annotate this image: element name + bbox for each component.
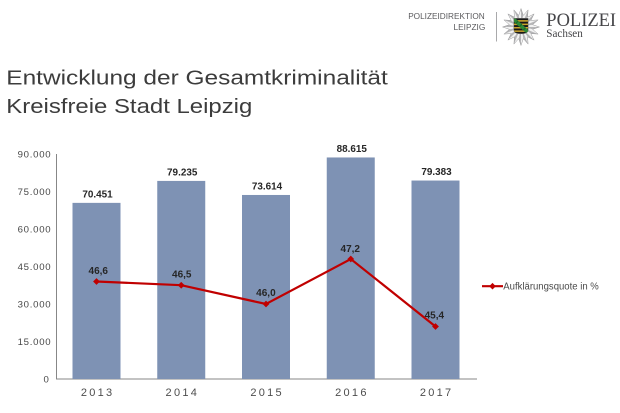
- svg-text:Entwicklung der Gesamtkriminal: Entwicklung der Gesamtkriminalität: [6, 68, 388, 90]
- svg-text:2016: 2016: [335, 387, 366, 399]
- svg-text:88.615: 88.615: [337, 144, 368, 155]
- svg-text:70.451: 70.451: [82, 189, 113, 200]
- svg-text:90.000: 90.000: [18, 150, 51, 161]
- svg-text:46,5: 46,5: [172, 268, 192, 280]
- svg-text:30.000: 30.000: [18, 300, 51, 311]
- svg-text:45,4: 45,4: [425, 309, 445, 321]
- svg-text:15.000: 15.000: [18, 337, 51, 348]
- svg-text:60.000: 60.000: [18, 225, 51, 236]
- svg-text:46,0: 46,0: [256, 287, 276, 299]
- svg-text:2017: 2017: [420, 387, 451, 399]
- svg-text:LEIPZIG: LEIPZIG: [454, 22, 486, 32]
- svg-text:73.614: 73.614: [252, 181, 283, 192]
- svg-text:Sachsen: Sachsen: [546, 26, 583, 40]
- svg-text:46,6: 46,6: [89, 265, 109, 277]
- svg-text:2013: 2013: [81, 387, 112, 399]
- svg-text:45.000: 45.000: [18, 262, 51, 273]
- svg-text:POLIZEI: POLIZEI: [546, 10, 616, 31]
- svg-text:79.235: 79.235: [167, 167, 198, 178]
- svg-text:POLIZEIDIREKTION: POLIZEIDIREKTION: [408, 11, 485, 21]
- svg-text:0: 0: [44, 375, 49, 386]
- svg-text:75.000: 75.000: [18, 187, 51, 198]
- svg-text:Aufklärungsquote in %: Aufklärungsquote in %: [503, 282, 599, 293]
- svg-text:47,2: 47,2: [341, 243, 361, 255]
- svg-text:2015: 2015: [250, 387, 281, 399]
- svg-text:2014: 2014: [166, 387, 197, 399]
- svg-text:79.383: 79.383: [421, 167, 452, 178]
- svg-text:Kreisfreie Stadt Leipzig: Kreisfreie Stadt Leipzig: [6, 96, 252, 118]
